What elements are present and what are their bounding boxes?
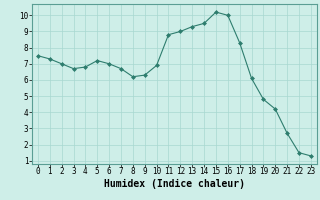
X-axis label: Humidex (Indice chaleur): Humidex (Indice chaleur) (104, 179, 245, 189)
